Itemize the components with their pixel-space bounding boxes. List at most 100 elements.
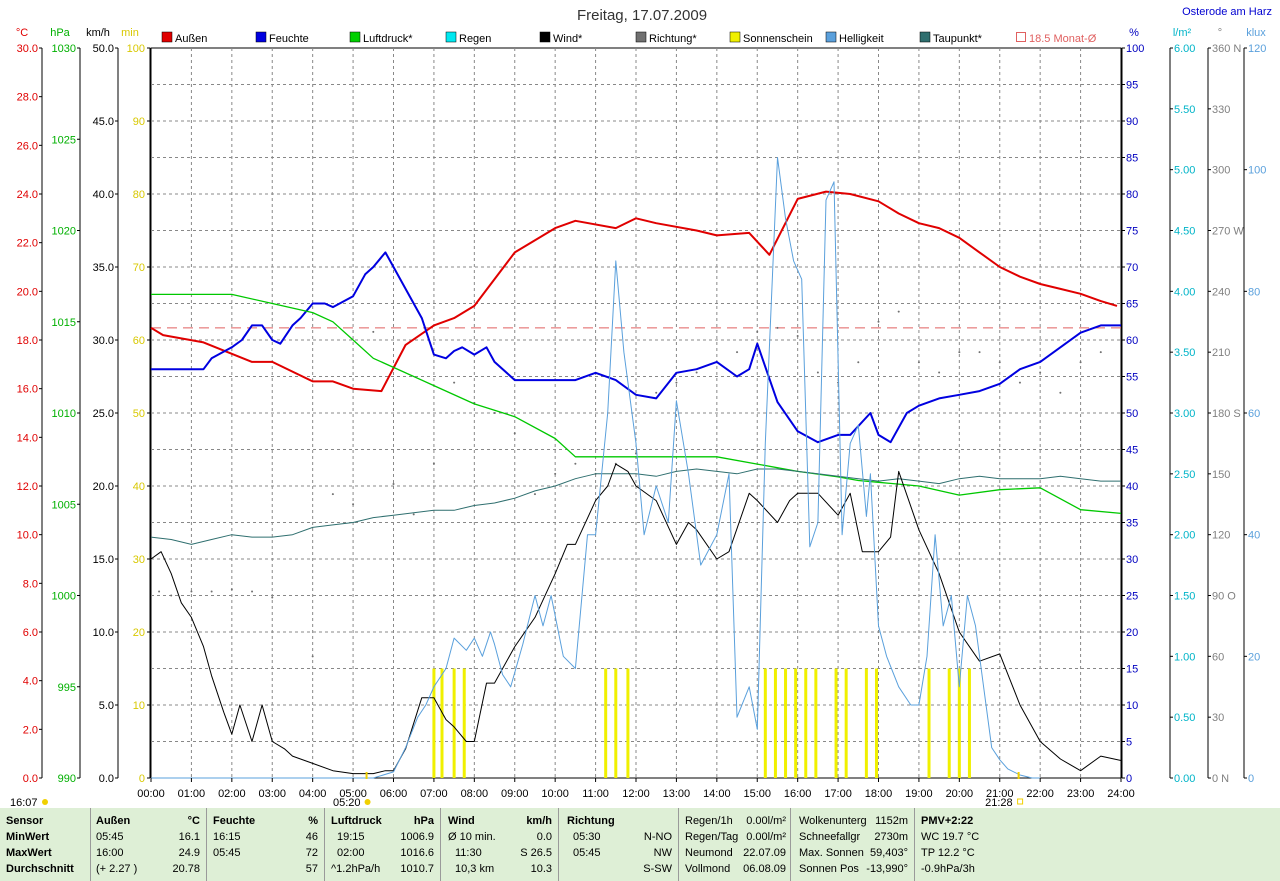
left-tick-label: 1020 xyxy=(52,226,76,238)
x-tick-label: 00:00 xyxy=(137,788,165,800)
right-tick-label: 30 xyxy=(1126,554,1138,566)
aussen-max-time: 16:00 xyxy=(96,847,124,859)
sunshine-bar xyxy=(604,668,608,778)
aussen-unit: °C xyxy=(187,815,200,827)
left-tick-label: 80 xyxy=(133,189,145,201)
sunrise-label: 05:20 xyxy=(333,797,361,808)
sunshine-bar xyxy=(794,668,798,778)
left-axis-0-unit: °C xyxy=(16,27,28,39)
helligkeit-line xyxy=(151,157,1041,779)
left-tick-label: 4.0 xyxy=(23,676,38,688)
rain-hour-value: 0.00l/m² xyxy=(746,815,786,827)
au-en-line xyxy=(150,190,1118,393)
left-tick-label: 26.0 xyxy=(17,140,38,152)
x-tick-label: 18:00 xyxy=(865,788,893,800)
sunshine-bar xyxy=(844,668,848,778)
start-sun-icon xyxy=(42,799,48,805)
wind-min-time: Ø 10 min. xyxy=(448,831,496,843)
sunshine-bar xyxy=(784,668,788,778)
direction-dot xyxy=(170,594,173,597)
sunshine-bar xyxy=(452,668,456,778)
x-tick-label: 07:00 xyxy=(420,788,448,800)
wind-max-time: 11:30 xyxy=(455,847,482,859)
right-tick-label: 4.50 xyxy=(1174,226,1195,238)
left-tick-label: 14.0 xyxy=(17,432,38,444)
direction-dot xyxy=(352,503,355,506)
left-axis-2-unit: km/h xyxy=(86,27,110,39)
right-tick-label: 40 xyxy=(1126,481,1138,493)
legend-label: Richtung* xyxy=(649,33,697,45)
left-tick-label: 100 xyxy=(127,43,145,55)
right-tick-label: 3.50 xyxy=(1174,347,1195,359)
x-tick-label: 15:00 xyxy=(743,788,771,800)
x-tick-label: 14:00 xyxy=(703,788,731,800)
left-tick-label: 6.0 xyxy=(23,627,38,639)
right-tick-label: 100 xyxy=(1248,165,1266,177)
left-tick-label: 0 xyxy=(139,773,145,785)
left-tick-label: 18.0 xyxy=(17,335,38,347)
x-tick-label: 10:00 xyxy=(541,788,569,800)
sunrise-icon xyxy=(364,799,371,805)
left-tick-label: 5.0 xyxy=(99,700,114,712)
right-tick-label: 25 xyxy=(1126,591,1138,603)
left-tick-label: 1015 xyxy=(52,317,76,329)
right-axis-3-unit: klux xyxy=(1246,27,1266,39)
direction-dot xyxy=(1018,381,1021,384)
legend-label: Wind* xyxy=(553,33,583,45)
right-tick-label: 45 xyxy=(1126,445,1138,457)
luftdruck-unit: hPa xyxy=(413,815,434,827)
left-tick-label: 40.0 xyxy=(93,189,114,201)
left-axis-1-unit: hPa xyxy=(50,27,70,39)
legend: Außen Feuchte Luftdruck* Regen Wind* Richtung… xyxy=(161,31,1097,45)
dewpoint-value: TP 12.2 °C xyxy=(921,847,975,859)
right-tick-label: 5 xyxy=(1126,737,1132,749)
direction-dot xyxy=(1039,371,1042,374)
right-tick-label: 210 xyxy=(1212,347,1230,359)
right-tick-label: 100 xyxy=(1126,43,1144,55)
right-tick-label: 20 xyxy=(1248,651,1260,663)
right-tick-label: 50 xyxy=(1126,408,1138,420)
luftdruck-max-time: 02:00 xyxy=(337,847,365,859)
direction-dot xyxy=(776,326,779,329)
x-tick-label: 08:00 xyxy=(461,788,489,800)
right-tick-label: 2.00 xyxy=(1174,530,1195,542)
feuchte-min-time: 16:15 xyxy=(213,831,241,843)
min-label: MinWert xyxy=(6,831,50,843)
axes: °C 30.0 28.0 26.0 24.0 22.0 20.0 18.0 16.0 14.0 12… xyxy=(10,27,1266,808)
direction-dot xyxy=(372,330,375,333)
luftdruck-header: Luftdruck xyxy=(331,815,382,827)
direction-dot xyxy=(1079,361,1082,364)
x-tick-label: 09:00 xyxy=(501,788,529,800)
sunshine-bar xyxy=(834,668,838,778)
rain-hour-label: Regen/1h xyxy=(685,815,733,827)
rain-day-label: Regen/Tag xyxy=(685,831,739,843)
right-tick-label: 150 xyxy=(1212,469,1230,481)
max-sun-label: Max. Sonnen xyxy=(799,847,864,859)
sunshine-bar xyxy=(440,668,444,778)
left-tick-label: 1000 xyxy=(52,591,76,603)
richtung-avg-value: S-SW xyxy=(643,863,672,875)
wind-line xyxy=(150,463,1122,775)
legend-label: Außen xyxy=(175,33,207,45)
right-tick-label: 80 xyxy=(1248,286,1260,298)
right-axis-0-unit: % xyxy=(1129,27,1139,39)
snowfall-value: 2730m xyxy=(874,831,908,843)
right-tick-label: 15 xyxy=(1126,664,1138,676)
wind-direction-dots xyxy=(158,310,1102,658)
legend-swatch xyxy=(445,31,457,43)
rain-column: Regen/1h 0.00l/m² Regen/Tag 0.00l/m² Neumo… xyxy=(678,808,790,881)
direction-dot xyxy=(271,596,274,599)
full-moon-label: Vollmond xyxy=(685,863,731,875)
chart-title: Freitag, 17.07.2009 xyxy=(577,7,707,24)
direction-dot xyxy=(917,361,920,364)
richtung-max-value: NW xyxy=(653,847,672,859)
left-tick-label: 1025 xyxy=(52,134,76,146)
location-link[interactable]: Osterode am Harz xyxy=(1182,6,1272,18)
left-tick-label: 16.0 xyxy=(17,384,38,396)
right-tick-label: 2.50 xyxy=(1174,469,1195,481)
left-tick-label: 30.0 xyxy=(17,43,38,55)
legend-label: 18.5 Monat-Ø xyxy=(1029,33,1097,45)
sunset-icon xyxy=(1017,798,1024,805)
sensor-header: Sensor xyxy=(6,815,44,827)
wind-avg-value: 10.3 xyxy=(530,863,552,875)
